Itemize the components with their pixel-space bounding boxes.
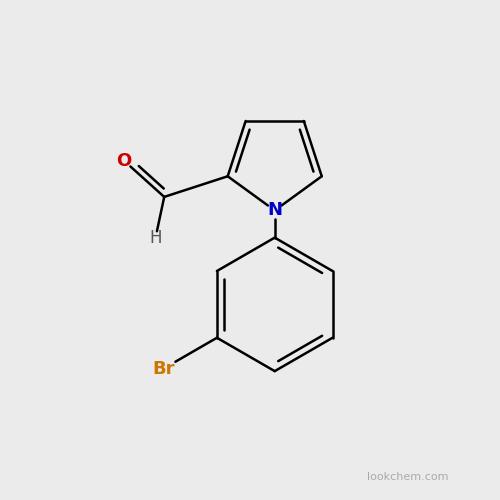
Text: Br: Br: [152, 360, 174, 378]
Text: H: H: [149, 229, 162, 247]
Text: lookchem.com: lookchem.com: [368, 472, 449, 482]
Text: O: O: [116, 152, 132, 170]
Text: N: N: [267, 202, 282, 220]
